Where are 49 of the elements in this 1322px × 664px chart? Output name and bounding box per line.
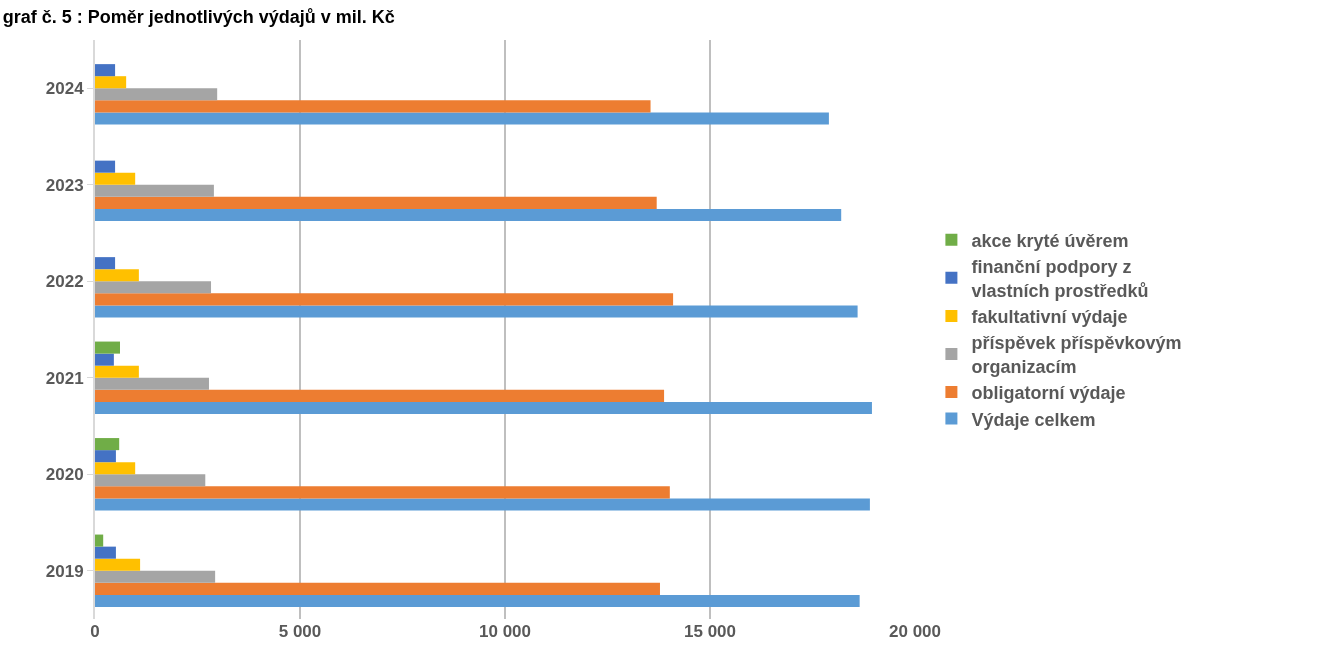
bar: [95, 293, 674, 306]
y-tick-label: 2019: [45, 561, 84, 581]
legend-label: fakultativní výdaje: [971, 306, 1128, 327]
x-tick-label: 15 000: [684, 622, 736, 641]
x-tick-label: 20 000: [889, 622, 941, 641]
bar: [95, 341, 121, 354]
y-tick-label: 2020: [45, 465, 84, 485]
y-tick-label: 2024: [45, 79, 85, 99]
bar: [95, 401, 872, 414]
bar: [95, 269, 139, 282]
legend-label: obligatorní výdaje: [971, 383, 1126, 404]
bar: [95, 172, 136, 185]
bar: [95, 474, 206, 487]
y-tick-label: 2023: [45, 175, 84, 195]
bar: [95, 208, 842, 221]
bar: [95, 88, 218, 101]
bar: [95, 389, 665, 402]
x-tick-label: 0: [90, 622, 100, 641]
bar: [95, 100, 651, 113]
bar: [95, 570, 216, 583]
bar: [95, 450, 116, 463]
bar: [95, 558, 141, 571]
bar: [95, 281, 212, 294]
x-tick-label: 5 000: [278, 622, 322, 641]
bar: [95, 462, 136, 475]
bar: [95, 498, 870, 511]
bar: [95, 184, 214, 197]
bar: [95, 377, 209, 390]
bar: [95, 76, 127, 89]
bar: [95, 365, 139, 378]
bar: [95, 64, 116, 77]
bar: [95, 594, 860, 607]
bar: [95, 160, 116, 173]
bar: [95, 582, 660, 595]
bar: [95, 196, 657, 209]
x-tick-label: 10 000: [479, 622, 531, 641]
y-tick-label: 2021: [45, 368, 84, 388]
bar: [95, 257, 116, 270]
bar: [95, 305, 858, 318]
chart-title: graf č. 5 : Poměr jednotlivých výdajů v mil. Kč: [2, 6, 395, 27]
bar: [95, 486, 670, 499]
bar: [95, 353, 114, 366]
bar: [95, 546, 116, 559]
legend-label: Výdaje celkem: [971, 409, 1096, 430]
y-tick-label: 2022: [45, 272, 84, 292]
bar: [95, 112, 829, 125]
bar: [95, 534, 104, 547]
bar: [95, 438, 120, 451]
legend-label: akce kryté úvěrem: [971, 230, 1129, 251]
